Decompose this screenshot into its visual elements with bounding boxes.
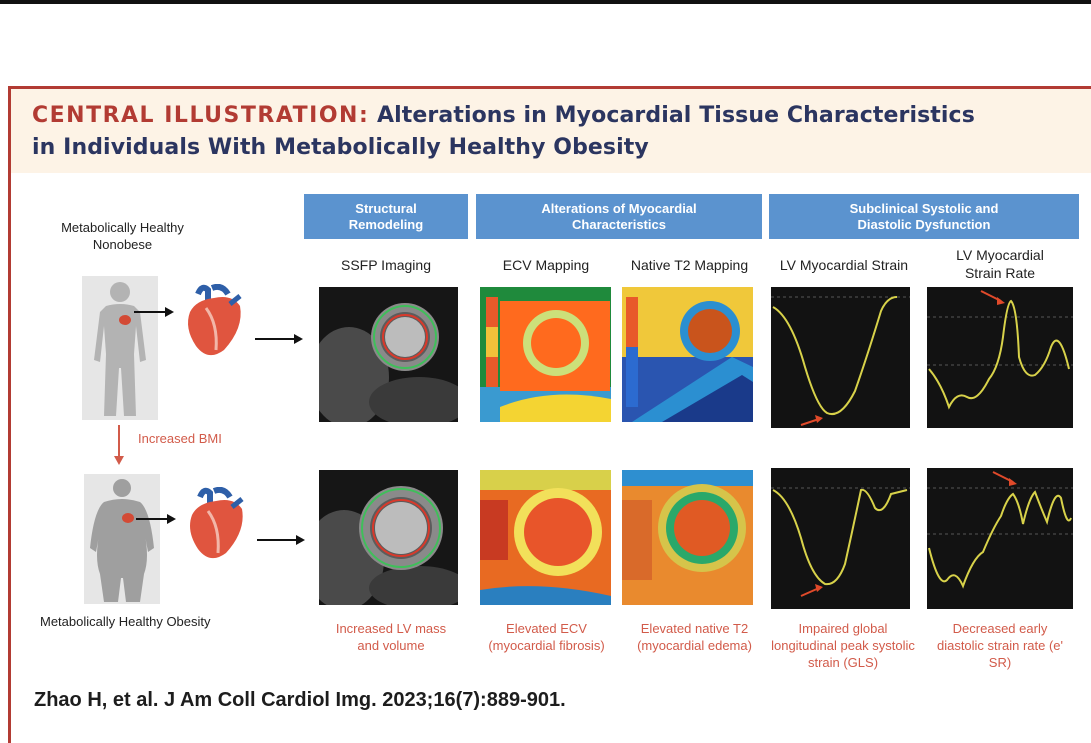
caption-ssfp: Increased LV mass and volume <box>316 620 466 654</box>
col-ssfp: SSFP Imaging <box>340 257 431 273</box>
ecv-map-nonobese <box>480 287 611 422</box>
top-rule <box>0 0 1091 4</box>
caption-strain-text: Impaired global longitudinal peak systol… <box>771 621 915 670</box>
caption-strain: Impaired global longitudinal peak systol… <box>769 620 917 671</box>
caption-t2: Elevated native T2 (myocardial edema) <box>622 620 767 654</box>
citation: Zhao H, et al. J Am Coll Cardiol Img. 20… <box>34 689 566 711</box>
strain-rate-plot-nonobese <box>927 287 1073 428</box>
col-strain-rate: LV Myocardial Strain Rate <box>925 246 1075 282</box>
arrow-right-icon <box>255 332 303 346</box>
banner-myocardial-label: Alterations of Myocardial Characteristic… <box>541 200 697 232</box>
ssfp-image-nonobese <box>319 287 458 422</box>
arrow-right-icon <box>136 512 176 526</box>
strain-plot-nonobese <box>771 287 910 428</box>
banner-dysfunction: Subclinical Systolic and Diastolic Dysfu… <box>769 194 1079 239</box>
col-ecv: ECV Mapping <box>502 257 590 273</box>
heart-icon <box>178 284 248 364</box>
caption-ecv-text: Elevated ECV (myocardial fibrosis) <box>488 621 605 653</box>
heart-icon <box>180 487 250 567</box>
caption-strain-rate: Decreased early diastolic strain rate (e… <box>925 620 1075 671</box>
banner-structural-label: Structural Remodeling <box>348 200 424 232</box>
caption-ecv: Elevated ECV (myocardial fibrosis) <box>474 620 619 654</box>
label-nonobese-text: Metabolically Healthy Nonobese <box>61 220 184 252</box>
person-silhouette-icon <box>82 276 158 420</box>
strain-plot-obese <box>771 468 910 609</box>
label-obese: Metabolically Healthy Obesity <box>40 614 211 629</box>
illustration-frame <box>8 86 1091 743</box>
arrow-down-icon <box>113 425 125 465</box>
col-strain: LV Myocardial Strain <box>779 257 909 273</box>
arrow-right-icon <box>134 305 174 319</box>
banner-myocardial: Alterations of Myocardial Characteristic… <box>476 194 762 239</box>
ecv-map-obese <box>480 470 611 605</box>
page-title: CENTRAL ILLUSTRATION: Alterations in Myo… <box>32 100 1087 164</box>
caption-ssfp-text: Increased LV mass and volume <box>335 621 447 653</box>
t2-map-obese <box>622 470 753 605</box>
title-line1: Alterations in Myocardial Tissue Charact… <box>377 103 975 128</box>
banner-dysfunction-label: Subclinical Systolic and Diastolic Dysfu… <box>849 200 999 232</box>
banner-structural: Structural Remodeling <box>304 194 468 239</box>
title-lead: CENTRAL ILLUSTRATION: <box>32 103 370 128</box>
obese-person-silhouette-icon <box>84 474 160 604</box>
caption-t2-text: Elevated native T2 (myocardial edema) <box>637 621 752 653</box>
caption-strain-rate-text: Decreased early diastolic strain rate (e… <box>936 621 1064 670</box>
col-strain-rate-label: LV Myocardial Strain Rate <box>956 247 1044 281</box>
title-line2: in Individuals With Metabolically Health… <box>32 135 649 160</box>
label-nonobese: Metabolically Healthy Nonobese <box>40 219 205 253</box>
header-band <box>11 89 1091 173</box>
strain-rate-plot-obese <box>927 468 1073 609</box>
ssfp-image-obese <box>319 470 458 605</box>
label-increased-bmi: Increased BMI <box>138 431 222 446</box>
arrow-right-icon <box>257 533 305 547</box>
t2-map-nonobese <box>622 287 753 422</box>
col-t2: Native T2 Mapping <box>630 257 749 273</box>
